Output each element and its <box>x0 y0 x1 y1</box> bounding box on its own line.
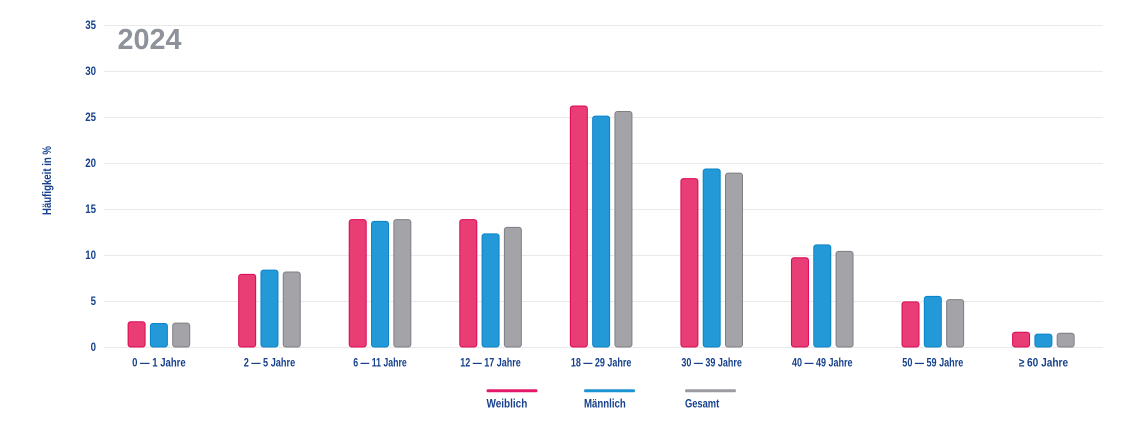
svg-text:30: 30 <box>85 66 96 78</box>
svg-text:30 — 39 Jahre: 30 — 39 Jahre <box>681 356 742 370</box>
svg-text:50 — 59 Jahre: 50 — 59 Jahre <box>902 356 963 370</box>
svg-text:Gesamt: Gesamt <box>685 398 719 410</box>
svg-text:20: 20 <box>85 158 96 170</box>
svg-text:18 — 29 Jahre: 18 — 29 Jahre <box>571 356 632 370</box>
svg-text:25: 25 <box>85 112 96 124</box>
svg-text:2024: 2024 <box>118 24 182 56</box>
svg-text:Häufigkeit in %: Häufigkeit in % <box>42 146 54 215</box>
svg-text:35: 35 <box>85 20 96 32</box>
svg-text:≥ 60 Jahre: ≥ 60 Jahre <box>1019 356 1069 370</box>
svg-text:0: 0 <box>91 342 96 354</box>
svg-text:6 — 11 Jahre: 6 — 11 Jahre <box>353 356 407 370</box>
svg-text:10: 10 <box>85 250 96 262</box>
svg-text:15: 15 <box>85 204 96 216</box>
svg-text:12 — 17 Jahre: 12 — 17 Jahre <box>460 356 521 370</box>
svg-text:5: 5 <box>91 296 97 308</box>
svg-text:Männlich: Männlich <box>584 398 626 410</box>
svg-text:2 — 5 Jahre: 2 — 5 Jahre <box>244 356 296 370</box>
svg-text:Weiblich: Weiblich <box>487 398 528 410</box>
svg-text:40 — 49 Jahre: 40 — 49 Jahre <box>792 356 853 370</box>
svg-text:0 — 1 Jahre: 0 — 1 Jahre <box>132 356 186 370</box>
